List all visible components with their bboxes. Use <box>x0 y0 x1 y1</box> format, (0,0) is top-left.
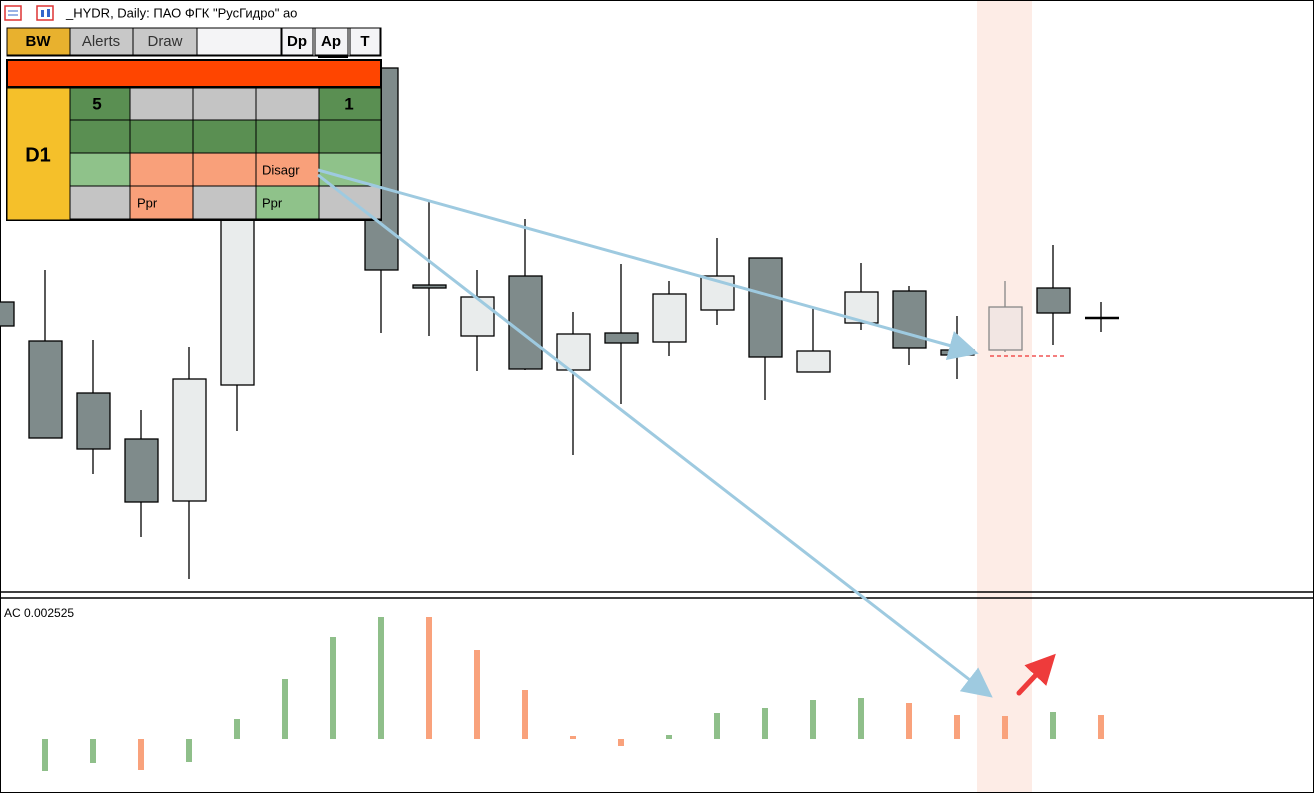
annotations <box>317 168 1056 698</box>
button[interactable]: Ap <box>321 33 341 50</box>
candles <box>0 67 1119 579</box>
indicator-label: AC 0.002525 <box>4 606 74 620</box>
button[interactable]: BW <box>26 33 52 50</box>
cell-label: Disagr <box>262 162 300 177</box>
chart-title: _HYDR, Daily: ПАО ФГК "РусГидро" ао <box>65 5 297 20</box>
button[interactable]: Draw <box>147 33 182 50</box>
timeframe: D1 <box>25 144 51 166</box>
button[interactable]: Alerts <box>82 33 120 50</box>
bw-panel: BW Alerts Draw Dp Ap T D1 5 1 Disagr Ppr… <box>6 27 382 221</box>
ac-histogram <box>42 617 1104 771</box>
cell-label: Ppr <box>137 195 158 210</box>
cell-label: 1 <box>344 94 353 113</box>
button[interactable]: T <box>360 33 369 50</box>
button[interactable]: Dp <box>287 33 307 50</box>
header: _HYDR, Daily: ПАО ФГК "РусГидро" ао <box>4 5 297 21</box>
cell-label: Ppr <box>262 195 283 210</box>
cell-label: 5 <box>92 94 101 113</box>
highlight-band <box>977 1 1032 792</box>
